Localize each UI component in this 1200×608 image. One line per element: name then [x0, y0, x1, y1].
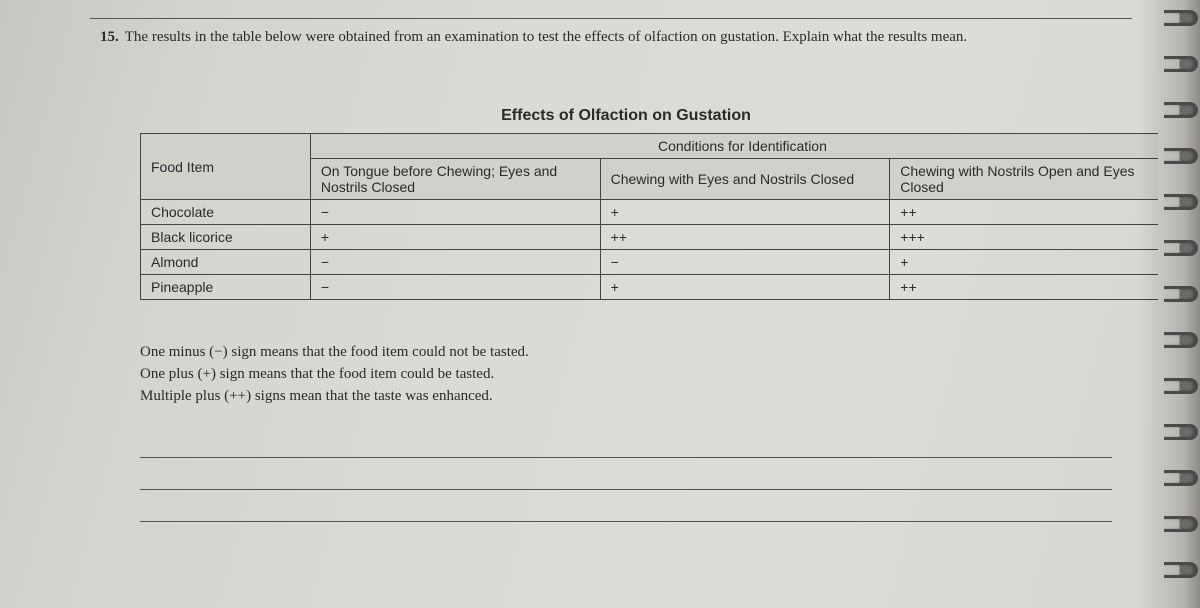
- legend-line: One minus (−) sign means that the food i…: [140, 342, 1152, 364]
- cell-c: +: [890, 250, 1175, 275]
- blank-line: [140, 426, 1112, 458]
- cell-a: −: [310, 275, 600, 300]
- cell-a: −: [310, 200, 600, 225]
- table-title: Effects of Olfaction on Gustation: [140, 107, 1112, 125]
- cell-b: +: [600, 200, 890, 225]
- blank-line: [140, 490, 1112, 522]
- blank-line: [140, 458, 1112, 490]
- col-header-b: Chewing with Eyes and Nostrils Closed: [600, 159, 890, 200]
- binding-ring: [1164, 516, 1198, 532]
- cell-a: +: [310, 225, 600, 250]
- binding-ring: [1164, 332, 1198, 348]
- page-edge-shadow: [1138, 0, 1158, 608]
- binding-ring: [1164, 102, 1198, 118]
- binding-ring: [1164, 148, 1198, 164]
- cell-food: Black licorice: [141, 225, 311, 250]
- legend-line: One plus (+) sign means that the food it…: [140, 364, 1152, 386]
- question-number: 15.: [100, 27, 119, 47]
- question-text: The results in the table below were obta…: [125, 27, 967, 47]
- conditions-header: Conditions for Identification: [310, 134, 1174, 159]
- cell-c: +++: [890, 225, 1175, 250]
- binding-ring: [1164, 194, 1198, 210]
- binding-ring: [1164, 378, 1198, 394]
- binding-ring: [1164, 562, 1198, 578]
- cell-food: Almond: [141, 250, 311, 275]
- binding-ring: [1164, 240, 1198, 256]
- table-row: Almond − − +: [141, 250, 1175, 275]
- question-block: 15. The results in the table below were …: [100, 27, 1152, 47]
- cell-c: ++: [890, 275, 1175, 300]
- table-header-row-1: Food Item Conditions for Identification: [141, 134, 1175, 159]
- cell-a: −: [310, 250, 600, 275]
- spiral-binding: [1158, 0, 1200, 608]
- binding-ring: [1164, 470, 1198, 486]
- table-row: Pineapple − + ++: [141, 275, 1175, 300]
- cell-food: Pineapple: [141, 275, 311, 300]
- table-row: Chocolate − + ++: [141, 200, 1175, 225]
- binding-ring: [1164, 424, 1198, 440]
- cell-food: Chocolate: [141, 200, 311, 225]
- binding-ring: [1164, 10, 1198, 26]
- olfaction-table: Food Item Conditions for Identification …: [140, 133, 1175, 300]
- col-header-food: Food Item: [141, 134, 311, 200]
- page-content: 15. The results in the table below were …: [0, 0, 1200, 522]
- binding-ring: [1164, 56, 1198, 72]
- cell-b: −: [600, 250, 890, 275]
- legend-block: One minus (−) sign means that the food i…: [140, 342, 1152, 407]
- col-header-a: On Tongue before Chewing; Eyes and Nostr…: [310, 159, 600, 200]
- binding-ring: [1164, 286, 1198, 302]
- top-rule: [90, 18, 1132, 19]
- cell-b: ++: [600, 225, 890, 250]
- answer-lines: [140, 426, 1112, 522]
- legend-line: Multiple plus (++) signs mean that the t…: [140, 386, 1152, 408]
- cell-b: +: [600, 275, 890, 300]
- cell-c: ++: [890, 200, 1175, 225]
- table-row: Black licorice + ++ +++: [141, 225, 1175, 250]
- col-header-c: Chewing with Nostrils Open and Eyes Clos…: [890, 159, 1175, 200]
